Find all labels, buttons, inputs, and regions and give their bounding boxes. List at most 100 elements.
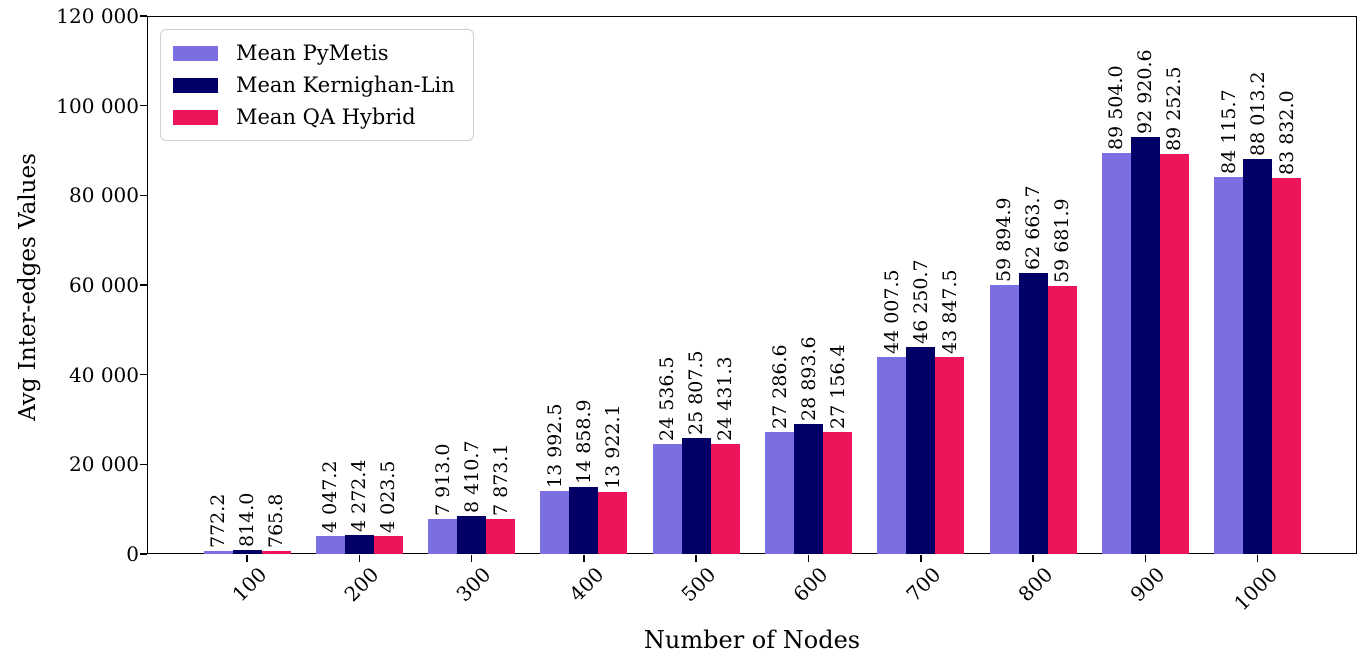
x-axis-tick	[358, 555, 361, 562]
bar-mean-qa-hybrid	[1159, 153, 1189, 554]
bar-mean-pymetis	[540, 491, 570, 554]
bar-value-label: 89 504.0	[1105, 65, 1128, 150]
bar-mean-qa-hybrid	[598, 491, 628, 554]
x-axis-tick-label: 500	[676, 562, 721, 607]
x-axis-tick	[246, 555, 248, 562]
bar-mean-qa-hybrid	[823, 432, 852, 554]
bar-mean-qa-hybrid	[1047, 286, 1077, 554]
bar-value-label: 772.2	[207, 493, 229, 548]
x-axis-tick	[1032, 555, 1034, 562]
bar-mean-kernighan-lin	[681, 438, 711, 554]
bar-mean-qa-hybrid	[373, 535, 403, 554]
bar-value-label: 28 893.6	[797, 336, 820, 422]
y-axis-tick-label: 120 000	[56, 4, 139, 28]
y-axis-tick-label: 80 000	[69, 183, 139, 208]
bar-value-label: 8 410.7	[460, 440, 483, 514]
bar-mean-kernighan-lin	[232, 550, 262, 554]
bar-value-label: 89 252.5	[1163, 66, 1186, 151]
bar-value-label: 88 013.2	[1246, 71, 1269, 157]
x-axis-tick-label: 900	[1125, 562, 1170, 607]
bar-value-label: 84 115.7	[1217, 89, 1240, 174]
bar-mean-pymetis	[989, 285, 1019, 554]
bar-value-label: 814.0	[236, 492, 258, 548]
legend-swatch-icon	[173, 109, 218, 125]
bar-value-label: 59 681.9	[1051, 198, 1074, 284]
bar-mean-qa-hybrid	[1272, 178, 1302, 554]
bar-mean-qa-hybrid	[486, 518, 516, 554]
x-axis-tick	[1256, 555, 1259, 562]
x-axis-tick	[920, 555, 922, 562]
x-axis-tick-label: 600	[788, 562, 833, 607]
bar-value-label: 24 431.3	[714, 356, 737, 442]
bar-value-label: 4 272.4	[348, 459, 371, 532]
bar-mean-qa-hybrid	[261, 550, 291, 554]
bar-mean-pymetis	[203, 550, 233, 554]
y-axis-tick	[140, 463, 147, 466]
legend-swatch-icon	[173, 77, 218, 93]
bar-mean-kernighan-lin	[1130, 137, 1160, 554]
bar-mean-kernighan-lin	[569, 487, 599, 554]
bar-mean-pymetis	[1101, 152, 1131, 554]
y-axis-tick	[140, 15, 147, 17]
x-axis-tick	[583, 555, 585, 562]
bar-value-label: 765.8	[265, 493, 287, 548]
y-axis-tick	[140, 104, 147, 107]
bar-value-label: 4 023.5	[377, 460, 400, 533]
bar-mean-pymetis	[765, 431, 794, 554]
bar-value-label: 43 847.5	[938, 269, 961, 355]
bar-mean-kernighan-lin	[1018, 273, 1048, 554]
bar-mean-pymetis	[315, 535, 345, 554]
legend-item: Mean QA Hybrid	[173, 103, 455, 131]
bar-value-label: 13 992.5	[543, 403, 566, 489]
bar-value-label: 7 873.1	[489, 443, 512, 516]
x-axis-title: Number of Nodes	[643, 626, 861, 654]
bar-mean-pymetis	[428, 518, 458, 554]
y-axis-tick-label: 20 000	[69, 452, 139, 477]
x-axis-tick	[470, 555, 473, 562]
y-axis-tick-label: 40 000	[69, 362, 139, 387]
bar-value-label: 27 156.4	[826, 344, 849, 430]
legend-label: Mean Kernighan-Lin	[236, 73, 455, 97]
legend-item: Mean PyMetis	[173, 39, 455, 67]
x-axis-tick-label: 800	[1013, 562, 1058, 607]
legend-swatch-icon	[173, 45, 218, 61]
bar-value-label: 83 832.0	[1275, 90, 1298, 176]
x-axis-tick-label: 100	[227, 562, 272, 607]
bar-mean-kernighan-lin	[344, 534, 374, 554]
y-axis-tick-label: 100 000	[56, 93, 139, 118]
bar-mean-kernighan-lin	[457, 516, 487, 554]
bar-value-label: 24 536.5	[656, 356, 679, 441]
x-axis-tick-label: 700	[901, 562, 946, 607]
x-axis-tick	[695, 555, 697, 562]
bar-value-label: 27 286.6	[768, 344, 791, 429]
y-axis-tick	[140, 194, 147, 197]
bar-value-label: 62 663.7	[1022, 185, 1045, 271]
bar-value-label: 44 007.5	[880, 269, 903, 354]
bar-mean-qa-hybrid	[710, 444, 740, 554]
bar-value-label: 25 807.5	[685, 350, 708, 436]
x-axis-tick	[1144, 555, 1147, 562]
bar-value-label: 59 894.9	[993, 197, 1016, 283]
legend-label: Mean PyMetis	[236, 41, 389, 65]
bar-value-label: 7 913.0	[431, 442, 454, 516]
y-axis-tick	[140, 284, 147, 286]
bar-value-label: 4 047.2	[319, 460, 342, 533]
bar-value-label: 14 858.9	[572, 399, 595, 485]
x-axis-tick	[807, 555, 810, 562]
y-axis-tick-label: 60 000	[69, 273, 139, 297]
x-axis-tick-label: 1000	[1228, 562, 1282, 616]
legend-item: Mean Kernighan-Lin	[173, 71, 455, 99]
x-axis-tick-label: 300	[451, 562, 496, 607]
bar-mean-kernighan-lin	[1243, 159, 1273, 554]
bar-mean-pymetis	[652, 443, 682, 554]
y-axis-title: Avg Inter-edges Values	[15, 153, 41, 421]
bar-mean-pymetis	[1214, 176, 1244, 554]
bar-mean-qa-hybrid	[935, 357, 965, 554]
bar-value-label: 46 250.7	[909, 259, 932, 344]
legend: Mean PyMetis Mean Kernighan-Lin Mean QA Hy…	[160, 29, 474, 141]
x-axis-tick-label: 400	[564, 562, 609, 607]
legend-label: Mean QA Hybrid	[236, 105, 416, 129]
bar-mean-kernighan-lin	[794, 424, 823, 554]
bar-mean-pymetis	[877, 356, 907, 554]
